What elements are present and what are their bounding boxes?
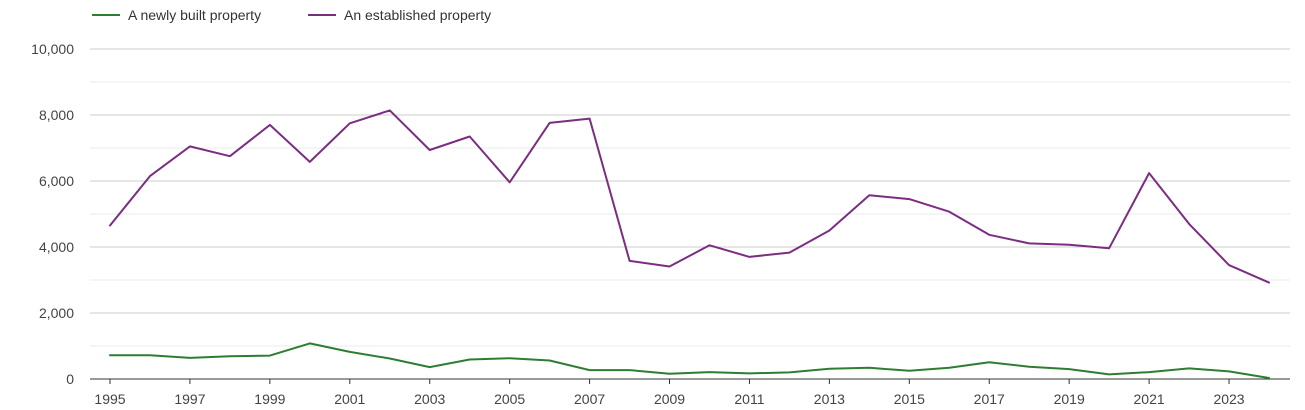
data-point xyxy=(945,208,953,216)
data-point xyxy=(266,352,274,360)
data-point xyxy=(506,354,514,362)
data-point xyxy=(865,364,873,372)
data-point xyxy=(106,351,114,359)
data-point xyxy=(1105,370,1113,378)
data-point xyxy=(1145,169,1153,177)
x-tick-label: 2007 xyxy=(574,391,605,407)
data-point xyxy=(546,119,554,127)
data-point xyxy=(1065,365,1073,373)
y-tick-label: 0 xyxy=(66,371,74,387)
data-point xyxy=(626,366,634,374)
legend: A newly built property An established pro… xyxy=(92,7,491,23)
x-tick-label: 2021 xyxy=(1134,391,1165,407)
data-point xyxy=(546,357,554,365)
data-point xyxy=(985,358,993,366)
y-tick-label: 10,000 xyxy=(31,41,74,57)
data-point xyxy=(346,348,354,356)
x-tick-label: 2017 xyxy=(974,391,1005,407)
data-point xyxy=(226,152,234,160)
data-point xyxy=(306,158,314,166)
data-point xyxy=(785,249,793,257)
x-tick-label: 2011 xyxy=(734,391,764,407)
data-point xyxy=(466,132,474,140)
data-point xyxy=(1185,220,1193,228)
data-point xyxy=(825,227,833,235)
data-point xyxy=(306,339,314,347)
data-point xyxy=(146,172,154,180)
x-tick-label: 2015 xyxy=(894,391,925,407)
data-point xyxy=(1265,279,1273,287)
x-tick-label: 2001 xyxy=(334,391,365,407)
data-point xyxy=(186,354,194,362)
data-point xyxy=(1105,244,1113,252)
data-point xyxy=(745,369,753,377)
y-tick-label: 8,000 xyxy=(39,107,74,123)
series-line-2 xyxy=(109,109,1270,284)
data-point xyxy=(785,368,793,376)
grid xyxy=(90,48,1290,347)
x-tick-label: 2023 xyxy=(1213,391,1244,407)
y-tick-label: 2,000 xyxy=(39,305,74,321)
x-tick-label: 1997 xyxy=(174,391,205,407)
data-point xyxy=(586,366,594,374)
data-point xyxy=(586,115,594,123)
legend-label: A newly built property xyxy=(128,7,261,23)
data-point xyxy=(106,222,114,230)
data-point xyxy=(905,195,913,203)
data-point xyxy=(1225,261,1233,269)
data-point xyxy=(506,178,514,186)
series-line-1 xyxy=(109,342,1270,379)
x-tick-label: 2005 xyxy=(494,391,525,407)
data-point xyxy=(266,121,274,129)
data-point xyxy=(626,257,634,265)
y-tick-label: 4,000 xyxy=(39,239,74,255)
data-point xyxy=(1025,239,1033,247)
series-lines xyxy=(106,106,1273,382)
data-point xyxy=(666,262,674,270)
data-point xyxy=(1025,363,1033,371)
data-point xyxy=(1225,367,1233,375)
data-point xyxy=(705,241,713,249)
data-point xyxy=(825,365,833,373)
data-point xyxy=(426,363,434,371)
y-axis-ticks: 0 2,000 4,000 6,000 8,000 10,000 xyxy=(31,41,74,387)
x-tick-label: 2009 xyxy=(654,391,685,407)
legend-label: An established property xyxy=(344,7,491,23)
data-point xyxy=(466,356,474,364)
data-point xyxy=(945,364,953,372)
data-point xyxy=(386,106,394,114)
data-point xyxy=(1185,364,1193,372)
y-tick-label: 6,000 xyxy=(39,173,74,189)
data-point xyxy=(985,231,993,239)
data-point xyxy=(426,146,434,154)
x-tick-label: 1999 xyxy=(254,391,285,407)
data-point xyxy=(1145,368,1153,376)
data-point xyxy=(705,368,713,376)
data-point xyxy=(865,191,873,199)
x-axis-ticks: 1995 1997 1999 2001 2003 2005 2007 2009 2011 2013… xyxy=(94,379,1245,407)
data-point xyxy=(226,352,234,360)
data-point xyxy=(386,355,394,363)
data-point xyxy=(346,119,354,127)
x-tick-label: 2019 xyxy=(1054,391,1085,407)
x-tick-label: 1995 xyxy=(94,391,125,407)
data-point xyxy=(1065,241,1073,249)
data-point xyxy=(1265,374,1273,382)
x-tick-label: 2013 xyxy=(814,391,845,407)
data-point xyxy=(745,253,753,261)
data-point xyxy=(186,142,194,150)
data-point xyxy=(905,367,913,375)
x-tick-label: 2003 xyxy=(414,391,445,407)
data-point xyxy=(146,351,154,359)
data-point xyxy=(666,370,674,378)
